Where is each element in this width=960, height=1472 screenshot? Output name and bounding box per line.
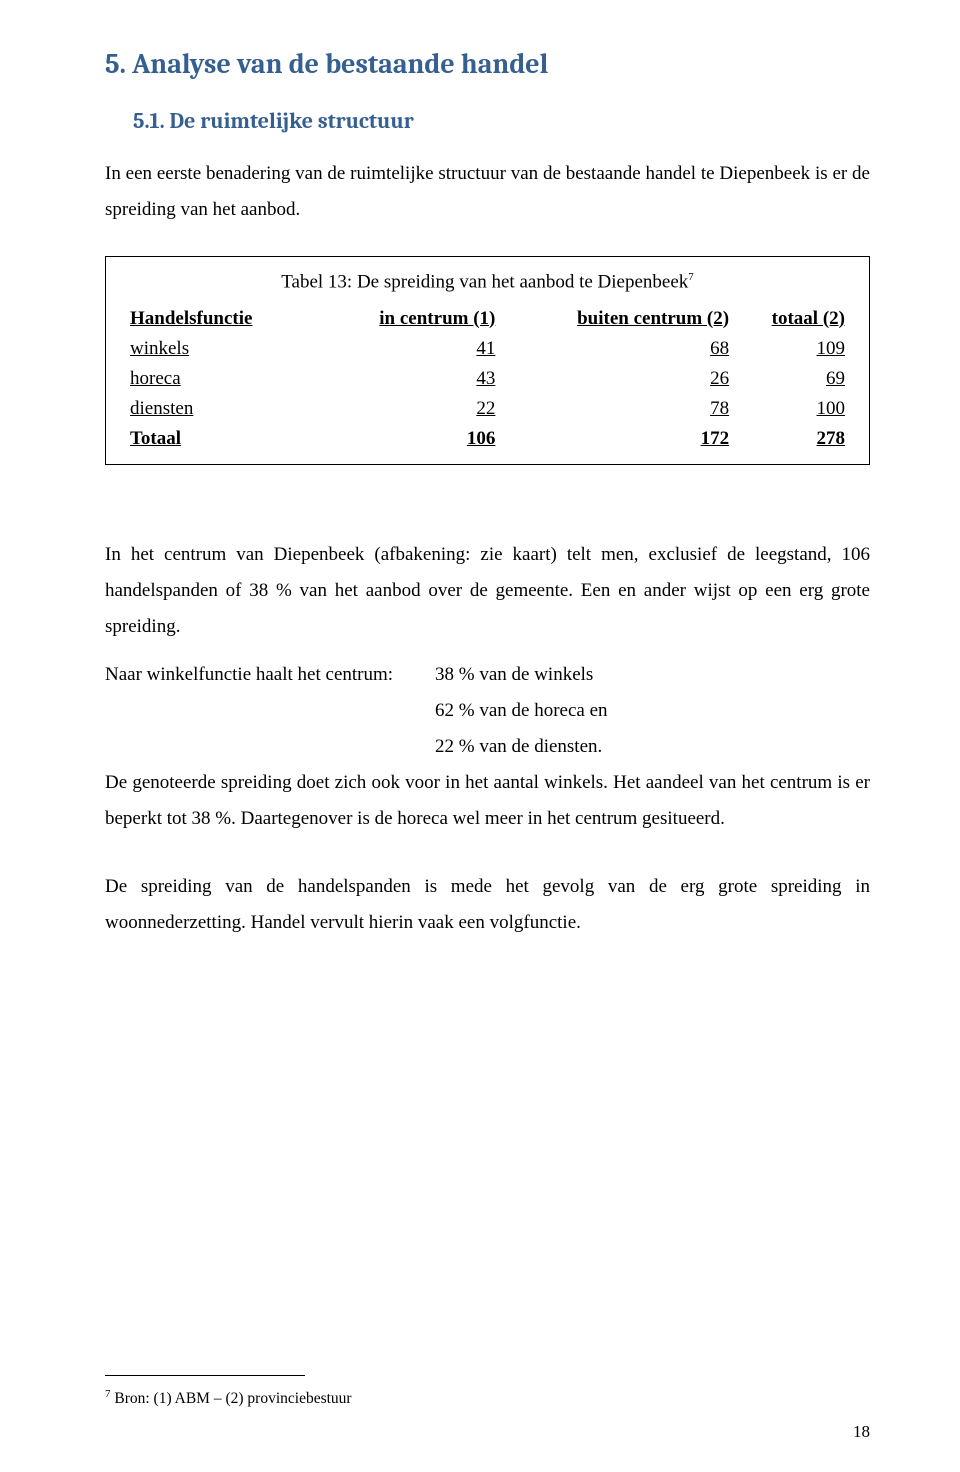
heading-1: 5. Analyse van de bestaande handel xyxy=(105,48,870,80)
stat-line-1: 38 % van de winkels xyxy=(435,657,870,693)
cell: 69 xyxy=(731,364,847,394)
table-13-box: Tabel 13: De spreiding van het aanbod te… xyxy=(105,256,870,464)
cell: 78 xyxy=(497,394,731,424)
intro-paragraph: In een eerste benadering van de ruimteli… xyxy=(105,156,870,228)
cell: diensten xyxy=(128,394,317,424)
cell: 43 xyxy=(317,364,497,394)
page: 5. Analyse van de bestaande handel 5.1. … xyxy=(0,0,960,1472)
heading-2: 5.1. De ruimtelijke structuur xyxy=(133,108,870,134)
stat-line-2: 62 % van de horeca en xyxy=(435,693,870,729)
body-paragraph-4: De spreiding van de handelspanden is med… xyxy=(105,869,870,941)
col-h-2: buiten centrum (2) xyxy=(497,304,731,334)
cell: winkels xyxy=(128,334,317,364)
cell: 22 xyxy=(317,394,497,424)
table-total-row: Totaal 106 172 278 xyxy=(128,424,847,454)
cell: 172 xyxy=(497,424,731,454)
table-row: winkels 41 68 109 xyxy=(128,334,847,364)
cell: 106 xyxy=(317,424,497,454)
body-paragraph-3: De genoteerde spreiding doet zich ook vo… xyxy=(105,765,870,837)
footnote-text: Bron: (1) ABM – (2) provinciebestuur xyxy=(111,1390,352,1407)
col-h-3: totaal (2) xyxy=(731,304,847,334)
footnote-separator xyxy=(105,1375,305,1376)
page-number: 18 xyxy=(853,1422,870,1442)
table-13: Handelsfunctie in centrum (1) buiten cen… xyxy=(128,304,847,454)
table-row: diensten 22 78 100 xyxy=(128,394,847,424)
cell: horeca xyxy=(128,364,317,394)
stat-lead: Naar winkelfunctie haalt het centrum: xyxy=(105,657,435,693)
cell: Totaal xyxy=(128,424,317,454)
cell: 109 xyxy=(731,334,847,364)
table-row: horeca 43 26 69 xyxy=(128,364,847,394)
col-h-1: in centrum (1) xyxy=(317,304,497,334)
cell: 68 xyxy=(497,334,731,364)
table-caption: Tabel 13: De spreiding van het aanbod te… xyxy=(128,271,847,293)
cell: 100 xyxy=(731,394,847,424)
table-header-row: Handelsfunctie in centrum (1) buiten cen… xyxy=(128,304,847,334)
body-paragraph-2: In het centrum van Diepenbeek (afbakenin… xyxy=(105,537,870,645)
cell: 278 xyxy=(731,424,847,454)
stat-line-3: 22 % van de diensten. xyxy=(435,729,870,765)
caption-footnote-mark: 7 xyxy=(688,271,694,283)
stat-block: Naar winkelfunctie haalt het centrum: 38… xyxy=(105,657,870,765)
cell: 41 xyxy=(317,334,497,364)
cell: 26 xyxy=(497,364,731,394)
col-h-0: Handelsfunctie xyxy=(128,304,317,334)
footnote: 7 Bron: (1) ABM – (2) provinciebestuur xyxy=(105,1388,352,1408)
caption-text: Tabel 13: De spreiding van het aanbod te… xyxy=(281,272,688,293)
